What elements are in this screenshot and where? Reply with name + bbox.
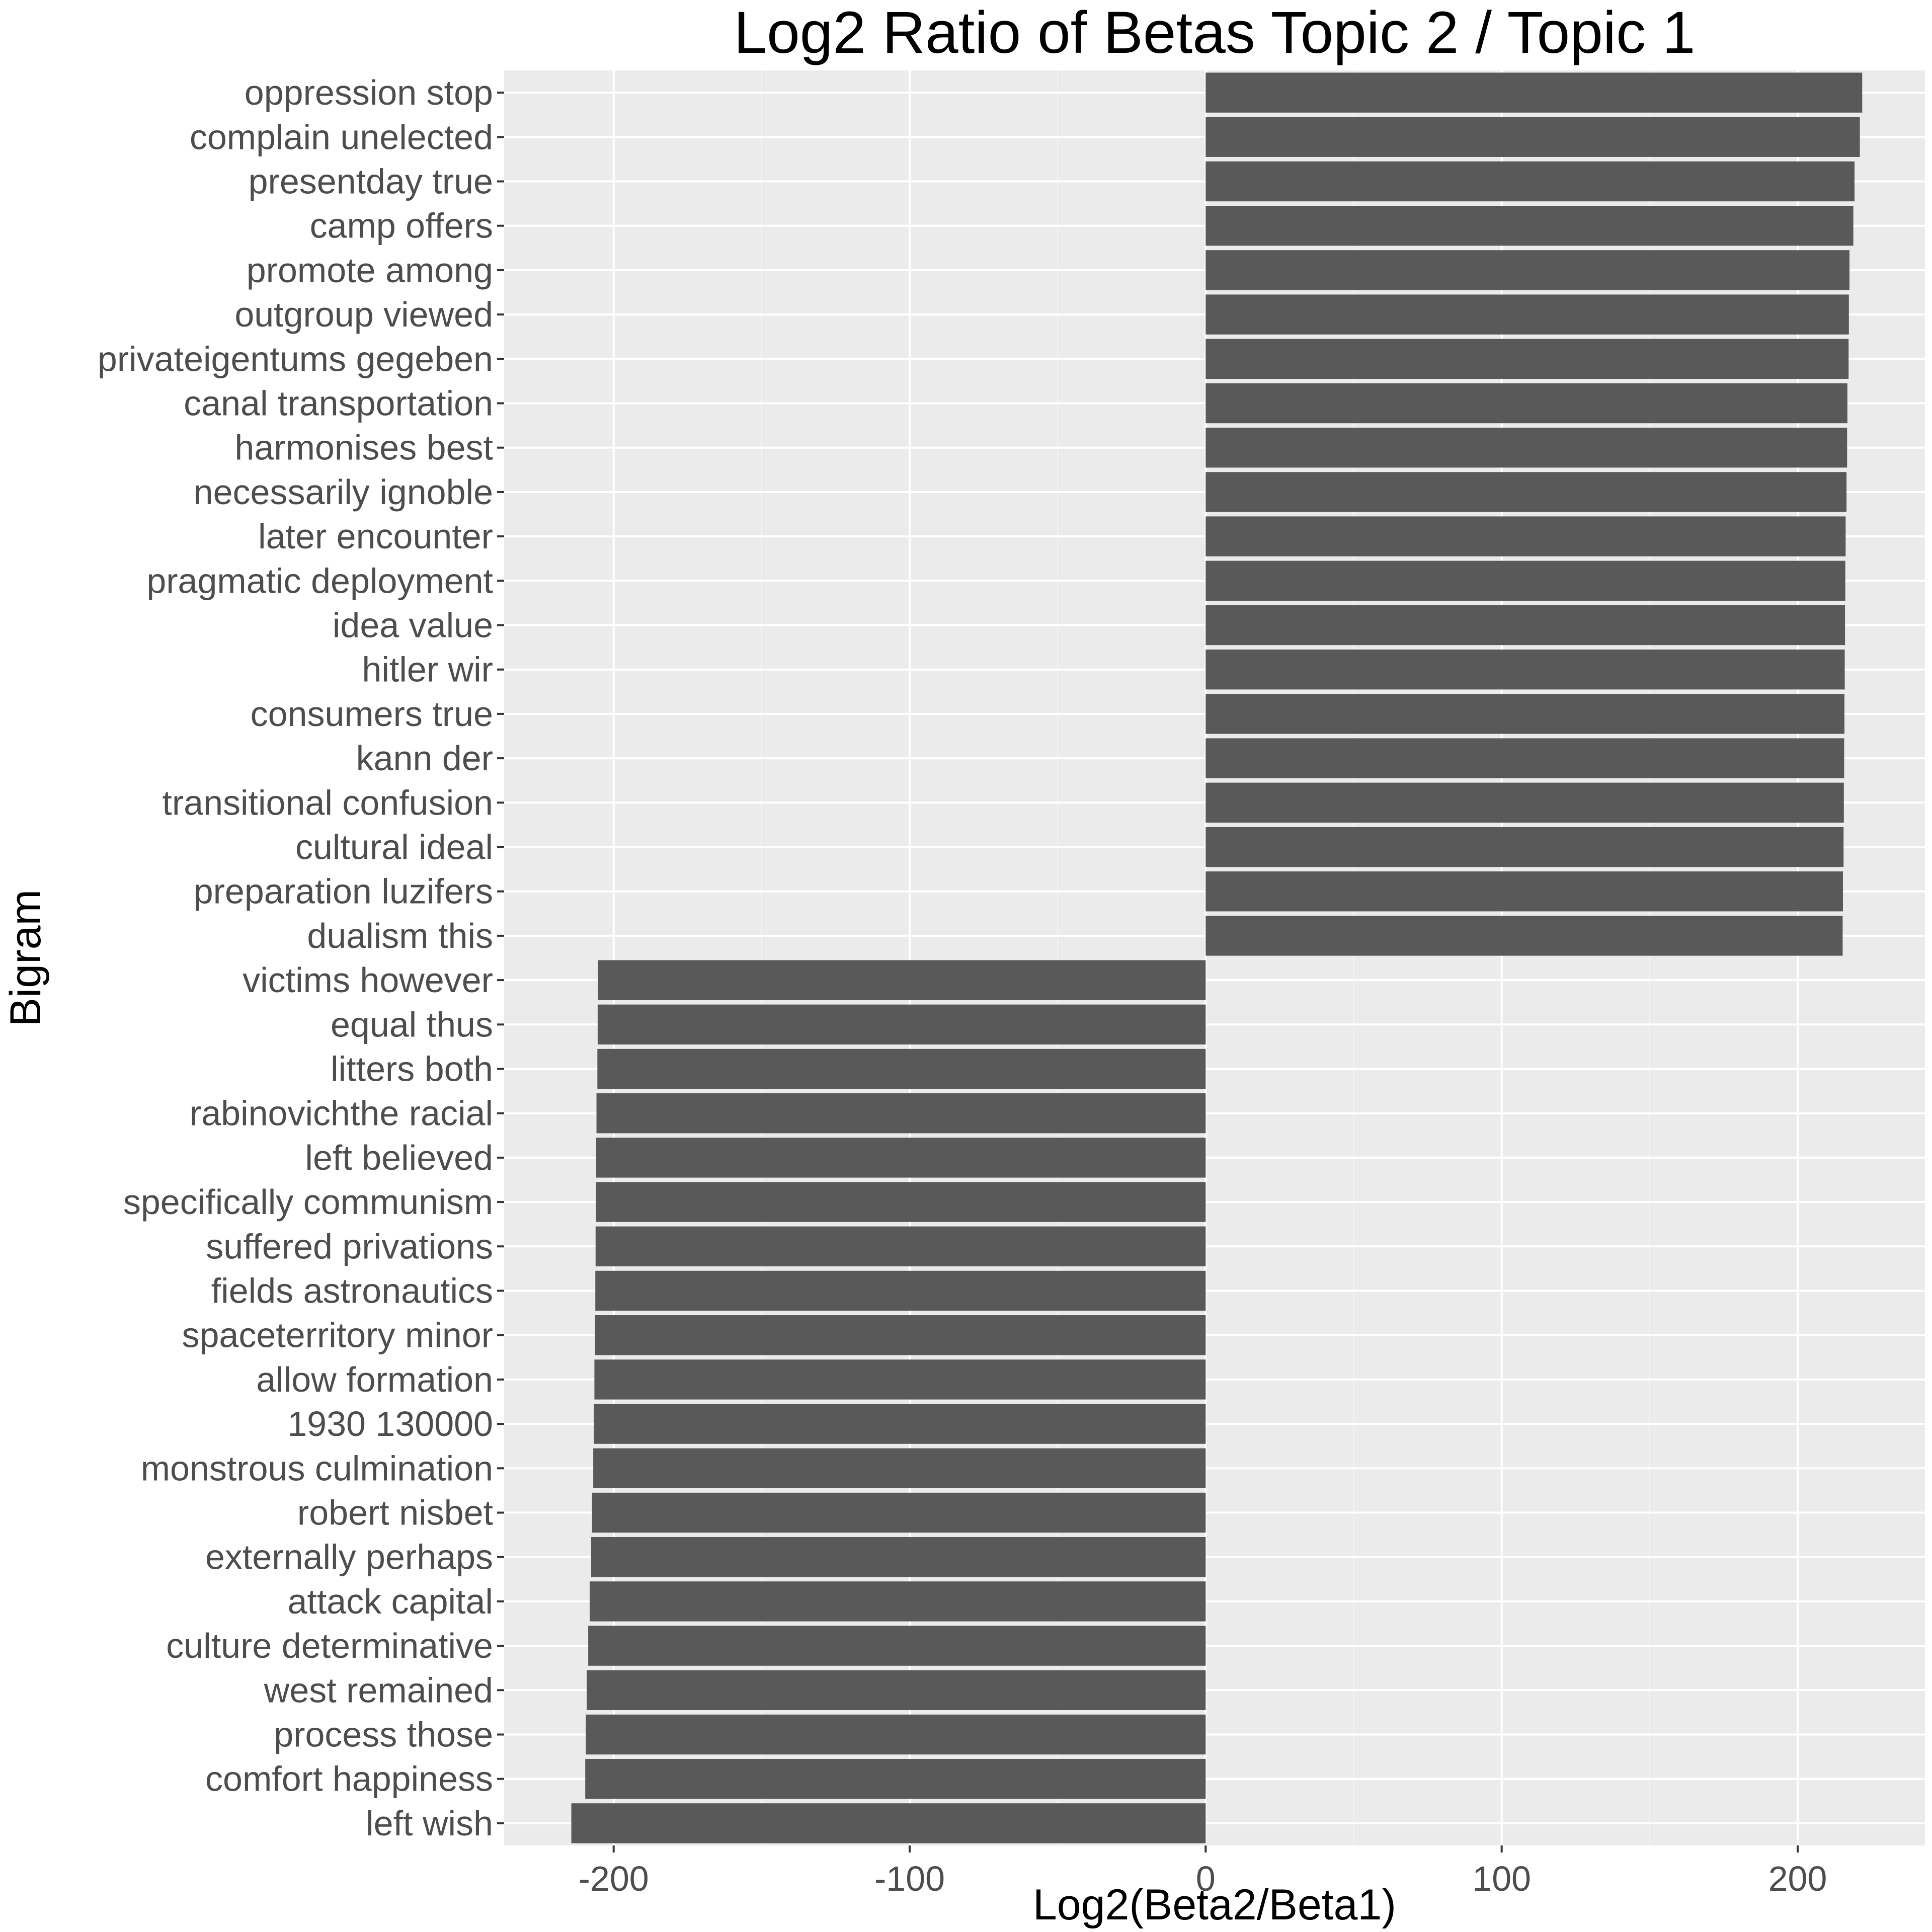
y-tick-label: monstrous culmination (141, 1448, 493, 1488)
x-tick-label: -200 (579, 1859, 649, 1898)
x-tick-label: 200 (1768, 1859, 1827, 1898)
y-axis: oppression stop complain unelected present… (98, 73, 504, 1843)
bar (594, 1404, 1206, 1444)
y-tick-label: externally perhaps (205, 1538, 493, 1577)
bar (1205, 339, 1849, 379)
bar (594, 1359, 1206, 1400)
bar (1205, 516, 1846, 556)
bar (1205, 250, 1849, 290)
bar (1205, 605, 1845, 646)
y-tick-label: hitler wir (362, 650, 493, 689)
bar (1205, 383, 1847, 424)
y-tick-label: canal transportation (184, 384, 493, 423)
y-tick-label: west remained (264, 1670, 493, 1710)
x-tick-label: 100 (1472, 1859, 1531, 1898)
y-tick-label: specifically communism (123, 1182, 493, 1222)
y-tick-label: process those (274, 1715, 493, 1754)
y-tick-label: necessarily ignoble (194, 472, 493, 512)
y-tick-label: idea value (333, 606, 493, 645)
y-tick-label: privateigentums gegeben (98, 339, 493, 378)
y-tick-label: later encounter (258, 517, 493, 556)
y-tick-label: fields astronautics (211, 1271, 493, 1311)
y-tick-label: equal thus (331, 1005, 493, 1044)
bar (1205, 650, 1845, 690)
y-tick-label: attack capital (287, 1582, 493, 1621)
bar (1205, 161, 1855, 202)
bars-group (571, 72, 1863, 1843)
bar (1205, 294, 1849, 335)
bar (596, 1182, 1206, 1222)
y-axis-title: Bigram (2, 890, 50, 1026)
y-tick-label: cultural ideal (295, 828, 493, 867)
y-tick-label: allow formation (256, 1360, 493, 1399)
bar (595, 1270, 1206, 1311)
bar (1205, 871, 1843, 912)
bar (596, 1093, 1206, 1134)
y-tick-label: comfort happiness (205, 1759, 493, 1799)
y-tick-label: presentday true (249, 162, 493, 201)
y-tick-label: 1930 130000 (287, 1404, 493, 1443)
bar (1205, 117, 1860, 157)
y-tick-label: left believed (305, 1138, 493, 1177)
y-tick-label: left wish (366, 1804, 493, 1843)
y-tick-label: dualism this (307, 916, 493, 955)
y-tick-label: outgroup viewed (234, 295, 493, 334)
bar (590, 1581, 1206, 1622)
bar (1205, 916, 1843, 956)
x-axis-title: Log2(Beta2/Beta1) (1033, 1881, 1396, 1929)
bar (587, 1670, 1206, 1710)
bar (586, 1714, 1206, 1755)
y-tick-label: consumers true (251, 694, 493, 734)
bar (1205, 694, 1844, 734)
bar (597, 1049, 1206, 1089)
bar (1205, 782, 1844, 823)
bar (1205, 206, 1854, 246)
chart-title: Log2 Ratio of Betas Topic 2 / Topic 1 (734, 0, 1695, 66)
plot-panel (504, 70, 1925, 1845)
bar (595, 1226, 1206, 1266)
y-tick-label: preparation luzifers (194, 872, 493, 911)
x-tick-label: 0 (1196, 1859, 1216, 1898)
y-tick-label: camp offers (310, 206, 493, 246)
bar (1205, 827, 1844, 867)
y-tick-label: kann der (356, 739, 493, 778)
y-tick-label: rabinovichthe racial (190, 1094, 493, 1133)
bar (596, 1138, 1206, 1178)
bar (571, 1803, 1206, 1843)
y-tick-label: promote among (247, 251, 493, 290)
bar (1205, 560, 1845, 601)
bar (593, 1448, 1206, 1488)
bar (1205, 72, 1863, 113)
y-tick-label: litters both (331, 1050, 493, 1089)
y-tick-label: transitional confusion (162, 783, 493, 822)
y-tick-label: oppression stop (245, 73, 493, 112)
y-tick-label: robert nisbet (297, 1493, 493, 1533)
bar (598, 960, 1206, 1000)
bar (592, 1492, 1206, 1533)
bar (585, 1759, 1206, 1799)
bar (588, 1626, 1206, 1666)
bar (597, 1004, 1206, 1044)
bar (1205, 738, 1844, 778)
y-tick-label: culture determinative (166, 1626, 493, 1665)
y-tick-label: pragmatic deployment (146, 561, 493, 600)
bar (1205, 428, 1847, 468)
x-axis: -200 -100 0 100 200 (579, 1845, 1827, 1898)
y-tick-label: suffered privations (206, 1227, 493, 1266)
bar (1205, 472, 1847, 512)
bar (591, 1537, 1206, 1577)
bar (595, 1315, 1206, 1355)
y-tick-label: spaceterritory minor (182, 1316, 493, 1355)
y-tick-label: harmonises best (234, 428, 493, 467)
x-tick-label: -100 (874, 1859, 945, 1898)
y-tick-label: victims however (243, 960, 493, 1000)
y-tick-label: complain unelected (190, 117, 493, 156)
